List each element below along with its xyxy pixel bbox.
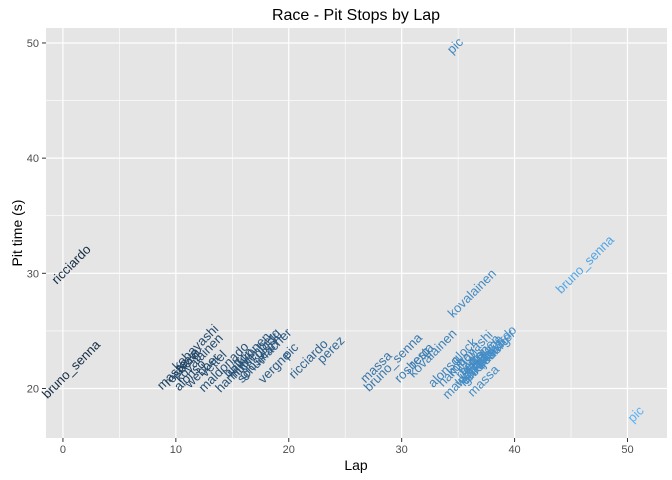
y-axis-ticks: 20 30 40 50 xyxy=(27,38,46,395)
y-tick-label: 40 xyxy=(27,153,39,165)
plot-panel xyxy=(46,28,667,438)
y-tick-label: 20 xyxy=(27,383,39,395)
x-tick-label: 20 xyxy=(283,444,295,456)
x-tick-label: 40 xyxy=(508,444,520,456)
y-tick-label: 50 xyxy=(27,38,39,50)
y-axis-title: Pit time (s) xyxy=(9,200,25,267)
x-axis-ticks: 0 10 20 30 40 50 xyxy=(60,438,634,456)
y-tick-label: 30 xyxy=(27,268,39,280)
x-axis-title: Lap xyxy=(344,457,368,473)
grid-minor xyxy=(46,28,667,438)
x-tick-label: 0 xyxy=(60,444,66,456)
grid-major xyxy=(46,28,667,438)
chart-title: Race - Pit Stops by Lap xyxy=(272,7,440,24)
x-tick-label: 30 xyxy=(396,444,408,456)
x-tick-label: 10 xyxy=(170,444,182,456)
x-tick-label: 50 xyxy=(621,444,633,456)
